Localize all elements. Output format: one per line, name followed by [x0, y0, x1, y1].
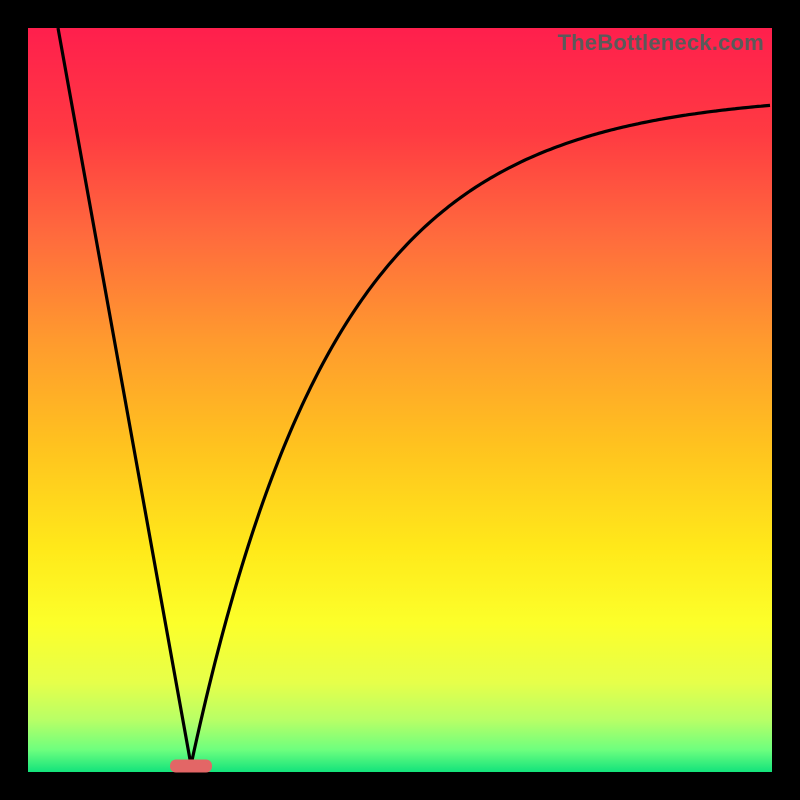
minimum-marker — [170, 760, 212, 773]
chart-frame: TheBottleneck.com — [0, 0, 800, 800]
watermark-text: TheBottleneck.com — [558, 30, 764, 56]
gradient-background — [28, 28, 772, 772]
chart-plot — [28, 28, 772, 772]
